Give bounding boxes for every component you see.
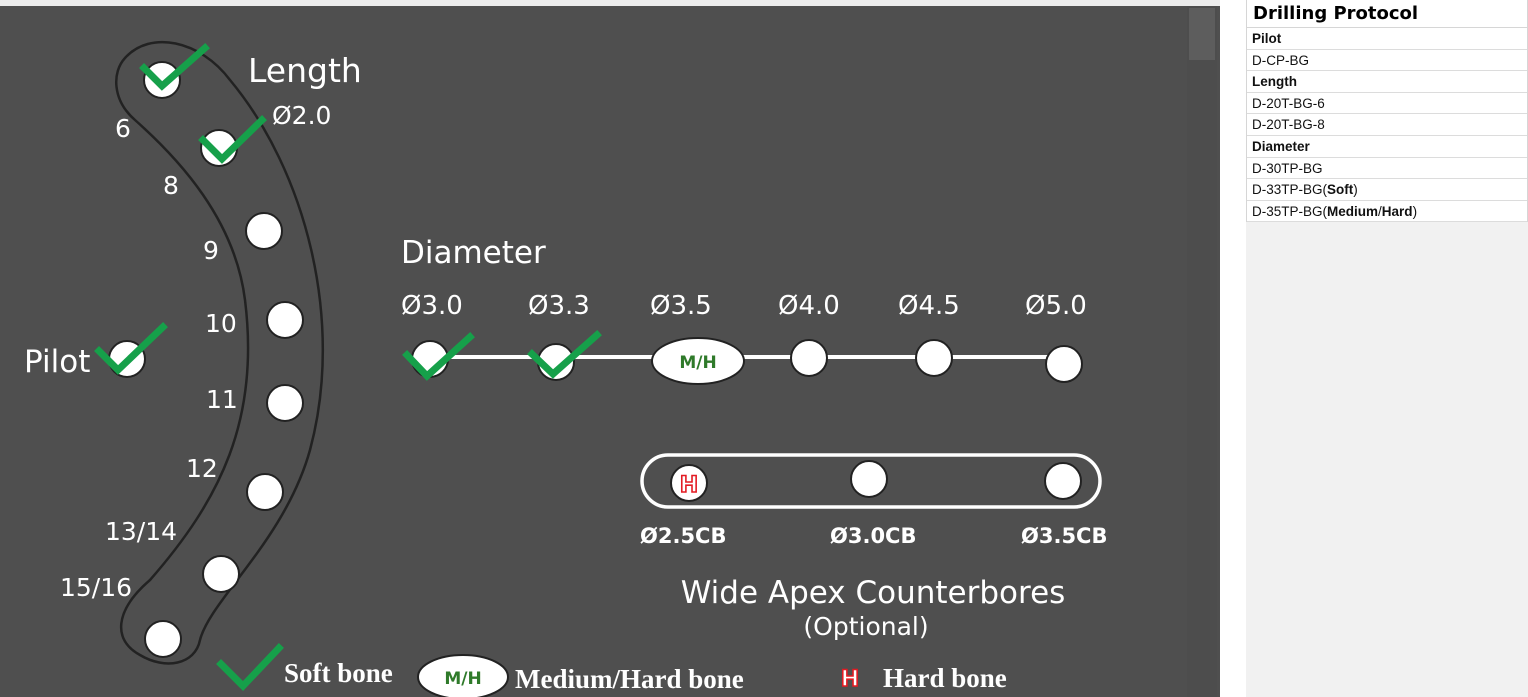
length-start-diameter: Ø2.0 [272,101,331,130]
length-hole-10[interactable] [266,384,304,422]
length-depth-10: 10 [205,309,237,338]
counterbore-hole-2-5[interactable] [670,464,708,502]
legend-soft-label: Soft bone [284,658,393,688]
diameter-medium-hard-badge: M/H [679,353,716,373]
length-hole-2-0[interactable] [143,61,181,99]
closing-paren: ) [1412,203,1418,219]
separator: / [1378,203,1382,219]
length-hole-9[interactable] [266,301,304,339]
length-depth-13-14: 13/14 [105,517,177,546]
drilling-protocol-panel: Drilling Protocol Pilot D-CP-BG Length D… [1246,0,1528,697]
diameter-size-3-5: Ø3.5 [650,291,712,321]
legend-medium-hard-oval [417,654,509,697]
diameter-size-3-3: Ø3.3 [528,291,590,321]
length-depth-6: 6 [115,114,131,143]
diameter-size-4-0: Ø4.0 [778,291,840,321]
counterbore-track [640,453,1102,509]
diameter-hole-5-0[interactable] [1045,345,1083,383]
diameter-hole-4-5[interactable] [915,339,953,377]
drilling-diagram: Length Ø2.0 6 8 9 10 11 12 13/14 15/16 P… [24,40,1107,697]
counterbore-hole-3-0[interactable] [850,460,888,498]
counterbore-subtitle: (Optional) [803,612,928,641]
protocol-row-pilot-drill[interactable]: D-CP-BG [1247,50,1527,72]
counterbore-title: Wide Apex Counterbores [681,575,1066,611]
vertical-scrollbar[interactable] [1187,6,1217,697]
length-depth-8: 8 [163,171,179,200]
drilling-diagram-board: Length Ø2.0 6 8 9 10 11 12 13/14 15/16 P… [0,0,1220,697]
drill-code: D-35TP-BG( [1252,203,1328,219]
counterbore-hard-badge: H [680,473,698,498]
length-track-outline [115,40,325,665]
protocol-row-pilot-header[interactable]: Pilot [1247,28,1527,50]
protocol-row-diameter-header[interactable]: Diameter [1247,136,1527,158]
drilling-protocol-table: Drilling Protocol Pilot D-CP-BG Length D… [1246,0,1528,223]
protocol-row-diameter-drill-30[interactable]: D-30TP-BG [1247,158,1527,180]
length-hole-12[interactable] [246,473,284,511]
bone-type: Soft [1327,182,1354,198]
legend-medium-hard-label: Medium/Hard bone [515,664,744,694]
protocol-row-length-drill-6[interactable]: D-20T-BG-6 [1247,93,1527,115]
counterbore-size-3-5: Ø3.5CB [1021,524,1107,548]
counterbore-size-2-5: Ø2.5CB [640,524,726,548]
protocol-row-diameter-drill-33[interactable]: D-33TP-BG(Soft) [1247,179,1527,201]
check-icon-pilot [94,322,168,375]
legend-hard-badge: H [841,667,859,692]
bone-type: Medium [1327,203,1379,219]
diameter-size-4-5: Ø4.5 [898,291,960,321]
legend-medium-hard-badge: M/H [444,669,481,689]
check-icon-length-6 [198,115,267,164]
scrollbar-thumb[interactable] [1189,8,1215,60]
counterbore-size-3-0: Ø3.0CB [830,524,916,548]
diameter-hole-4-0[interactable] [790,339,828,377]
diameter-size-5-0: Ø5.0 [1025,291,1087,321]
check-icon-diameter-3-0 [402,332,475,381]
protocol-row-length-drill-8[interactable]: D-20T-BG-8 [1247,114,1527,136]
length-hole-8[interactable] [245,212,283,250]
protocol-row-diameter-drill-35[interactable]: D-35TP-BG(Medium/Hard) [1247,201,1527,223]
length-depth-12: 12 [186,454,218,483]
drill-code: D-33TP-BG( [1252,182,1328,198]
length-hole-15-16[interactable] [144,620,182,658]
diameter-size-3-0: Ø3.0 [401,291,463,321]
diagram-background [0,6,1220,697]
check-icon-diameter-3-3 [527,330,602,379]
diameter-title: Diameter [401,235,546,271]
length-depth-9: 9 [203,236,219,265]
diameter-hole-3-5[interactable] [651,337,745,385]
legend-hard-label: Hard bone [883,663,1007,693]
length-depth-15-16: 15/16 [60,573,132,602]
length-title: Length [248,51,362,90]
pilot-label: Pilot [24,344,90,380]
counterbore-hole-3-5[interactable] [1044,462,1082,500]
check-icon-length-2-0 [139,43,210,91]
closing-paren: ) [1353,182,1358,198]
length-depth-11: 11 [206,385,238,414]
bone-type-2: Hard [1381,203,1413,219]
protocol-row-length-header[interactable]: Length [1247,71,1527,93]
length-hole-13-14[interactable] [202,555,240,593]
panel-title: Drilling Protocol [1247,0,1527,28]
check-icon-legend-soft [216,643,284,692]
